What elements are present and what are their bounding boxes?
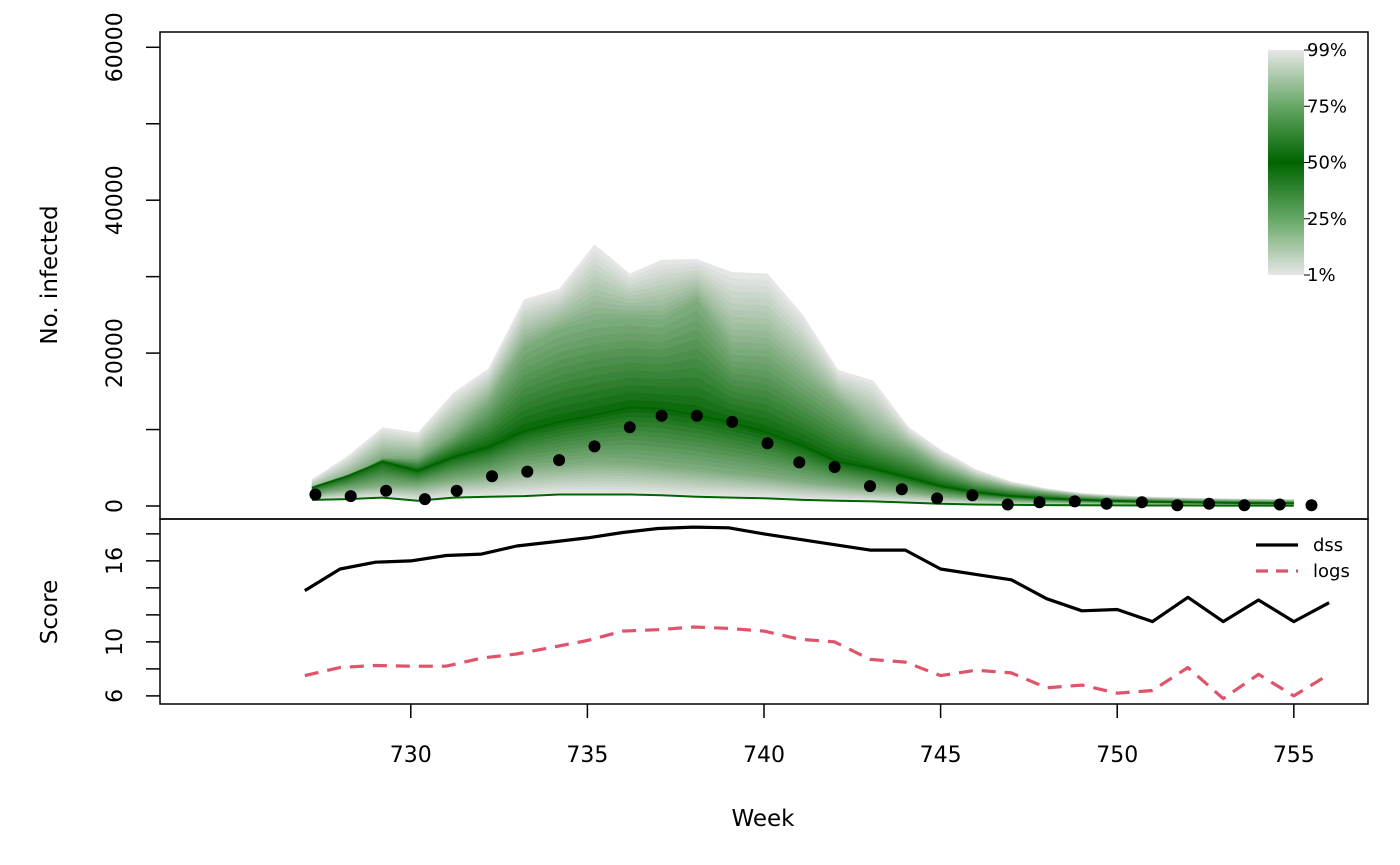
- observed-point: [1273, 498, 1286, 511]
- observed-point: [690, 409, 703, 422]
- bottom-panel: 6 10 16 730 735 740 745 750 755 dss logs Score W…: [37, 525, 1350, 832]
- observed-point: [895, 483, 908, 496]
- bottom-y-tick-label: 6: [103, 689, 128, 703]
- bottom-y-tick-label: 16: [103, 547, 128, 575]
- observed-point: [1238, 499, 1251, 512]
- x-tick-label: 755: [1273, 743, 1315, 768]
- colorbar-label: 75%: [1307, 96, 1347, 117]
- bottom-y-axis-title: Score: [37, 580, 63, 644]
- observed-point: [309, 488, 322, 501]
- observed-point: [450, 484, 463, 497]
- x-tick-label: 745: [920, 743, 962, 768]
- x-tick-label: 740: [743, 743, 785, 768]
- median-line: [311, 406, 1294, 505]
- observed-point: [521, 465, 534, 478]
- observed-points: [309, 409, 1318, 512]
- observed-point: [966, 489, 979, 502]
- observed-point: [344, 490, 357, 503]
- observed-point: [864, 480, 876, 493]
- fan-band-1: [311, 399, 1294, 504]
- colorbar-label: 50%: [1307, 153, 1347, 174]
- observed-point: [1068, 495, 1081, 508]
- top-y-tick-label: 40000: [103, 165, 128, 235]
- observed-point: [761, 437, 774, 450]
- legend-label-dss: dss: [1313, 535, 1343, 556]
- colorbar-label: 99%: [1307, 40, 1347, 61]
- observed-point: [1135, 496, 1148, 509]
- bottom-y-axis: 6 10 16: [103, 533, 160, 703]
- observed-point: [486, 470, 498, 483]
- colorbar-label: 1%: [1307, 265, 1336, 286]
- observed-point: [1171, 499, 1184, 512]
- observed-point: [418, 493, 431, 506]
- top-y-tick-label: 0: [103, 499, 128, 513]
- score-legend: dss logs: [1256, 535, 1350, 582]
- observed-point: [931, 492, 944, 505]
- legend-label-logs: logs: [1313, 561, 1350, 582]
- prediction-band-lines: [311, 406, 1294, 507]
- series-line-logs: [304, 625, 1330, 701]
- x-tick-label: 730: [390, 743, 432, 768]
- observed-point: [623, 421, 636, 434]
- x-tick-label: 750: [1096, 743, 1138, 768]
- top-y-tick-label: 20000: [103, 318, 128, 388]
- observed-point: [1305, 499, 1318, 512]
- observed-point: [828, 461, 841, 473]
- series-line-dss: [303, 525, 1330, 624]
- top-y-tick-label: 60000: [103, 12, 128, 82]
- bottom-plot-frame: [159, 518, 1369, 705]
- x-tick-label: 735: [566, 743, 608, 768]
- score-series: [303, 525, 1330, 701]
- colorbar-gradient: [1268, 50, 1304, 275]
- top-y-axis-title: No. infected: [37, 205, 63, 344]
- observed-point: [1203, 497, 1216, 510]
- colorbar-legend: 99% 75% 50% 25% 1%: [1268, 40, 1347, 286]
- observed-point: [588, 440, 601, 453]
- observed-point: [1033, 496, 1046, 509]
- observed-point: [380, 484, 393, 497]
- observed-point: [553, 454, 566, 467]
- x-axis-title: Week: [731, 806, 795, 832]
- observed-point: [1001, 498, 1014, 511]
- lower-band-line: [311, 493, 1294, 507]
- x-axis: 730 735 740 745 750 755: [390, 704, 1315, 768]
- bottom-y-tick-label: 10: [103, 628, 128, 656]
- observed-point: [726, 415, 739, 428]
- colorbar-label: 25%: [1307, 209, 1347, 230]
- observed-point: [793, 456, 806, 469]
- observed-point: [655, 409, 668, 422]
- top-y-axis: 0 20000 40000 60000: [103, 12, 160, 513]
- observed-point: [1100, 497, 1113, 510]
- top-panel: 0 20000 40000 60000 99% 75% 50% 25% 1% No. infe…: [37, 12, 1347, 513]
